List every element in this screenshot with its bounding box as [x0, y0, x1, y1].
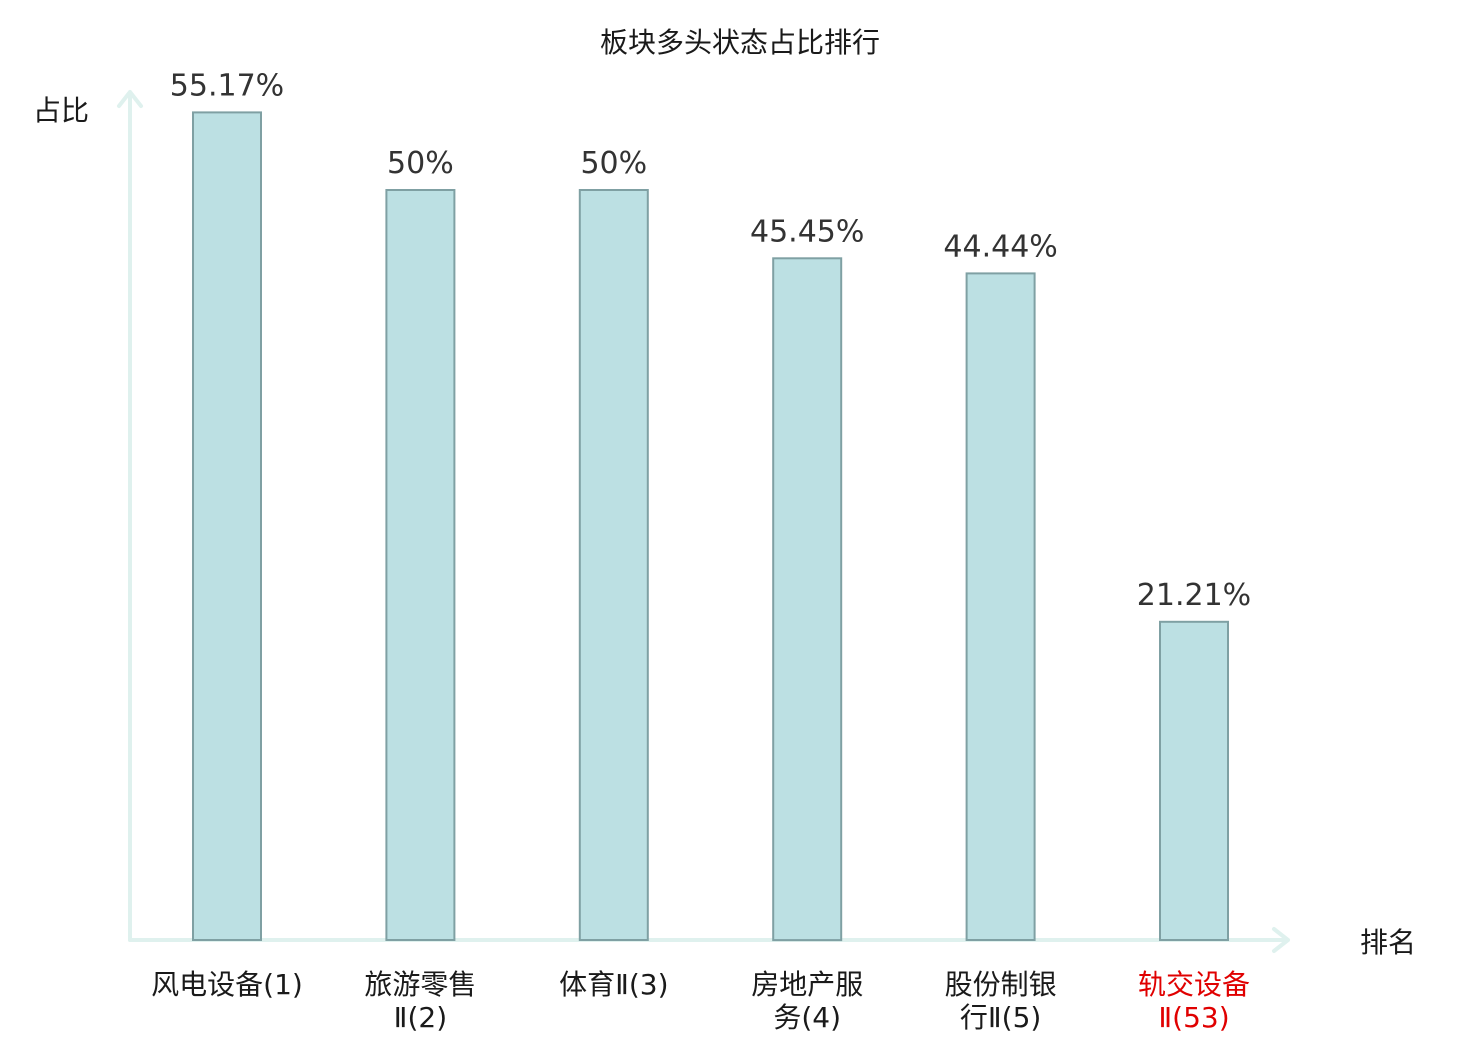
category-label-6: 轨交设备 Ⅱ(53) — [1138, 968, 1250, 1034]
bar-5 — [965, 272, 1036, 941]
bar-3 — [578, 189, 649, 941]
category-label-line: 风电设备(1) — [151, 968, 303, 1001]
category-labels-group: 风电设备(1) 旅游零售 Ⅱ(2) 体育Ⅱ(3) 房地产服务(4) 股份制银行Ⅱ(5) 轨交… — [151, 968, 1250, 1034]
y-axis-title: 占比 — [33, 94, 89, 127]
bar-4 — [772, 257, 843, 942]
category-label-5: 股份制银行Ⅱ(5) — [945, 968, 1057, 1034]
category-label-line: Ⅱ(53) — [1158, 1001, 1229, 1034]
category-label-2: 旅游零售 Ⅱ(2) — [364, 968, 476, 1034]
value-label-2: 50% — [387, 146, 454, 181]
category-label-1: 风电设备(1) — [151, 968, 303, 1001]
x-axis-title: 排名 — [1360, 926, 1416, 959]
bar-2 — [385, 189, 456, 941]
value-label-3: 50% — [580, 146, 647, 181]
x-axis — [128, 927, 1290, 953]
bar-1 — [192, 111, 262, 941]
value-labels-group: 55.17% 50% 50% 45.45% 44.44% 21.21% — [170, 68, 1251, 612]
value-label-1: 55.17% — [170, 68, 284, 103]
value-label-5: 44.44% — [943, 229, 1057, 264]
value-label-6: 21.21% — [1137, 578, 1251, 613]
bars-group — [192, 111, 1229, 942]
category-label-line: Ⅱ(2) — [394, 1001, 447, 1034]
bar-6 — [1159, 620, 1229, 941]
category-label-line: 务(4) — [773, 1001, 841, 1034]
category-label-line: 行Ⅱ(5) — [960, 1001, 1041, 1034]
category-label-line: 轨交设备 — [1138, 968, 1250, 1001]
category-label-4: 房地产服务(4) — [751, 968, 863, 1034]
category-label-line: 房地产服 — [751, 968, 863, 1001]
category-label-line: 体育Ⅱ(3) — [559, 968, 668, 1001]
category-label-line: 旅游零售 — [364, 968, 476, 1001]
y-axis — [117, 90, 143, 942]
category-label-line: 股份制银 — [945, 968, 1057, 1001]
chart-title: 板块多头状态占比排行 — [600, 26, 880, 59]
category-label-3: 体育Ⅱ(3) — [559, 968, 668, 1001]
value-label-4: 45.45% — [750, 214, 864, 249]
